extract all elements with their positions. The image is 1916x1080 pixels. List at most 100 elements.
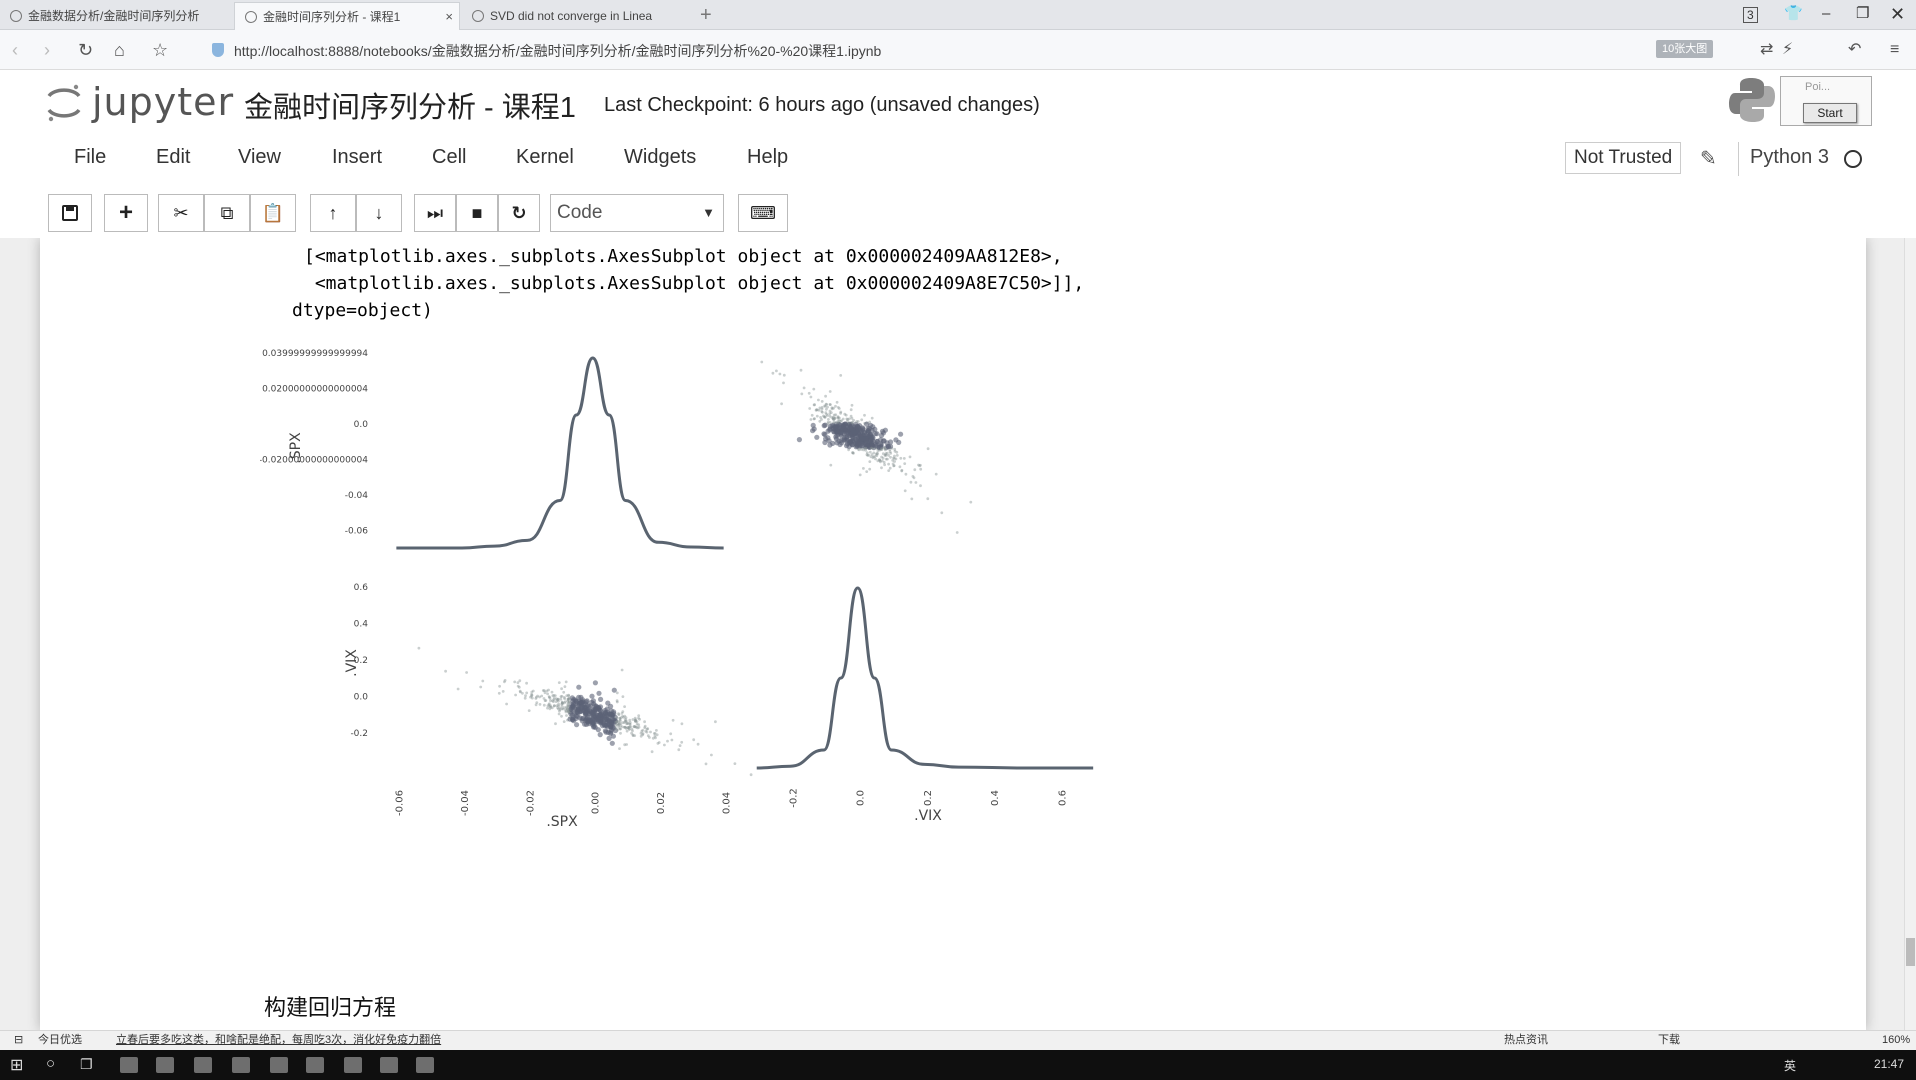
- app-icon[interactable]: [306, 1057, 324, 1073]
- stop-button[interactable]: ■: [456, 194, 498, 232]
- close-tab-icon[interactable]: ×: [445, 9, 453, 24]
- new-tab-button[interactable]: +: [700, 4, 712, 26]
- scatter-point: [633, 725, 637, 729]
- tab-title: 金融时间序列分析 - 课程1: [263, 10, 401, 24]
- scatter-point: [566, 697, 570, 701]
- back-icon[interactable]: ‹: [12, 40, 18, 60]
- scatter-point: [680, 722, 684, 726]
- keyboard-shortcuts-button[interactable]: ⌨: [738, 194, 788, 232]
- scatter-point: [919, 463, 922, 467]
- scatter-point: [869, 434, 875, 440]
- scatter-point: [566, 707, 569, 711]
- add-cell-button[interactable]: +: [104, 194, 148, 232]
- browser-tab[interactable]: 金融数据分析/金融时间序列分析: [0, 2, 232, 30]
- scatter-point: [815, 414, 819, 418]
- cell-type-select[interactable]: Code ▼: [550, 194, 724, 232]
- x-tick-label: 0.2: [923, 790, 934, 806]
- restart-button[interactable]: ↻: [498, 194, 540, 232]
- scatter-point: [818, 419, 822, 423]
- scrollbar[interactable]: [1904, 238, 1916, 1030]
- scatter-point: [631, 718, 635, 721]
- news-ticker[interactable]: 立春后要多吃这类，和啥配是绝配，每周吃3次，消化好免疫力翻倍: [116, 1034, 442, 1046]
- cut-button[interactable]: ✂: [158, 194, 204, 232]
- undo-icon[interactable]: ↶: [1848, 41, 1862, 58]
- scatter-point: [782, 381, 785, 385]
- app-icon[interactable]: [380, 1057, 398, 1073]
- save-button[interactable]: [48, 194, 92, 232]
- status-hot-news[interactable]: 热点资讯: [1504, 1034, 1548, 1046]
- clock[interactable]: 21:47: [1874, 1057, 1905, 1071]
- scatter-point: [653, 732, 657, 735]
- scatter-point: [587, 717, 593, 724]
- scatter-point: [815, 408, 818, 412]
- lightning-icon[interactable]: ⚡: [1782, 41, 1794, 58]
- status-today[interactable]: 今日优选: [38, 1034, 82, 1046]
- menu-icon[interactable]: ≡: [1890, 41, 1900, 58]
- jupyter-logo-icon[interactable]: [46, 82, 82, 122]
- start-button[interactable]: Start: [1803, 103, 1857, 123]
- search-icon[interactable]: ○: [46, 1055, 56, 1072]
- scatter-point: [837, 419, 841, 423]
- panel-icon[interactable]: ⊟: [14, 1034, 24, 1046]
- run-button[interactable]: ⏭: [414, 194, 456, 232]
- copy-button[interactable]: ⧉: [204, 194, 250, 232]
- jupyter-logo-text[interactable]: jupyter: [92, 80, 235, 124]
- scatter-point: [864, 448, 867, 452]
- scatter-point: [809, 395, 813, 399]
- browser-app-icon[interactable]: [120, 1057, 138, 1073]
- status-download[interactable]: 下载: [1658, 1034, 1680, 1046]
- ime-indicator[interactable]: 英: [1784, 1059, 1797, 1073]
- menu-help[interactable]: Help: [747, 146, 789, 168]
- menu-widgets[interactable]: Widgets: [624, 146, 697, 168]
- scatter-point: [817, 398, 820, 402]
- forward-icon[interactable]: ›: [44, 40, 50, 60]
- menu-cell[interactable]: Cell: [432, 146, 467, 168]
- browser-tab-active[interactable]: 金融时间序列分析 - 课程1 ×: [234, 2, 460, 30]
- tab-count-badge[interactable]: 3: [1743, 7, 1758, 23]
- home-icon[interactable]: ⌂: [114, 40, 125, 60]
- scatter-point: [593, 719, 599, 725]
- trust-button[interactable]: Not Trusted: [1565, 142, 1682, 174]
- app-icon[interactable]: [194, 1057, 212, 1073]
- app-icon[interactable]: [416, 1057, 434, 1073]
- notebook-title[interactable]: 金融时间序列分析 - 课程1: [244, 92, 576, 124]
- menu-insert[interactable]: Insert: [332, 146, 383, 168]
- zoom-level[interactable]: 160%: [1882, 1034, 1911, 1046]
- scatter-point: [518, 689, 522, 693]
- app-icon[interactable]: [344, 1057, 362, 1073]
- move-up-button[interactable]: ↑: [310, 194, 356, 232]
- browser-tab[interactable]: SVD did not converge in Linea: [462, 2, 694, 30]
- scatter-point: [893, 437, 899, 443]
- scatter-point: [567, 700, 571, 704]
- url-input[interactable]: http://localhost:8888/notebooks/金融数据分析/金…: [234, 43, 882, 59]
- close-window-icon[interactable]: ✕: [1890, 4, 1906, 24]
- scatter-point: [809, 418, 813, 421]
- folder-app-icon[interactable]: [156, 1057, 174, 1073]
- kernel-name[interactable]: Python 3: [1750, 146, 1829, 168]
- move-down-button[interactable]: ↓: [356, 194, 402, 232]
- scatter-point: [635, 725, 638, 729]
- scatter-point: [617, 713, 621, 716]
- share-icon[interactable]: ⇄: [1760, 41, 1774, 58]
- menu-edit[interactable]: Edit: [156, 146, 191, 168]
- scatter-point: [909, 480, 913, 484]
- minimize-icon[interactable]: –: [1822, 5, 1831, 22]
- reload-icon[interactable]: ↻: [78, 40, 94, 60]
- windows-start-icon[interactable]: ⊞: [10, 1057, 24, 1074]
- keyboard-icon: ⌨: [750, 203, 776, 223]
- menu-view[interactable]: View: [238, 146, 281, 168]
- app-icon[interactable]: [270, 1057, 288, 1073]
- pencil-icon[interactable]: ✎: [1700, 148, 1717, 170]
- scatter-point: [749, 773, 753, 777]
- task-view-icon[interactable]: ❐: [80, 1056, 93, 1072]
- paste-button[interactable]: 📋: [250, 194, 296, 232]
- menu-file[interactable]: File: [74, 146, 107, 168]
- star-icon[interactable]: ☆: [152, 40, 169, 60]
- menu-kernel[interactable]: Kernel: [516, 146, 574, 168]
- app-icon[interactable]: [232, 1057, 250, 1073]
- image-pill[interactable]: 10张大图: [1656, 40, 1714, 58]
- restore-icon[interactable]: ❐: [1856, 5, 1870, 22]
- shirt-icon[interactable]: 👕: [1784, 5, 1803, 22]
- scatter-point: [620, 668, 624, 672]
- scrollbar-thumb[interactable]: [1906, 938, 1915, 966]
